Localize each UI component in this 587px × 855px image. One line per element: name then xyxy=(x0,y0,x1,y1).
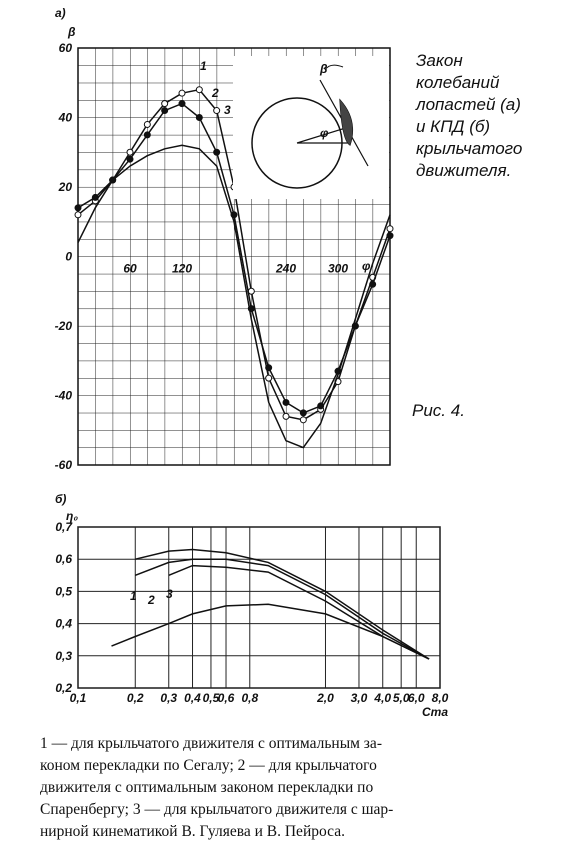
data-point xyxy=(265,364,273,372)
data-point xyxy=(265,374,273,382)
caption-line: коном перекладки по Сегалу; 2 — для крыл… xyxy=(40,757,377,774)
series-label: 3 xyxy=(224,103,231,117)
x-tick-label: 6,0 xyxy=(408,691,425,705)
side-text: лопастей (а) xyxy=(415,95,521,114)
x-label: φ xyxy=(362,259,371,273)
y-label: β xyxy=(67,25,76,39)
caption-line: движителя с оптимальным законом переклад… xyxy=(40,779,373,796)
side-text: колебаний xyxy=(416,73,500,92)
y-tick-label: 0,6 xyxy=(55,552,72,566)
data-point xyxy=(161,100,169,108)
x-tick-label: 2,0 xyxy=(316,691,334,705)
data-point xyxy=(143,120,151,128)
x-tick-label: 5,0 xyxy=(393,691,410,705)
y-tick-label: 0,3 xyxy=(55,649,72,663)
series-line xyxy=(168,564,430,660)
data-point xyxy=(126,148,134,156)
x-tick-label: 0,4 xyxy=(184,691,201,705)
x-tick-label: 300 xyxy=(328,262,348,276)
data-point xyxy=(195,114,203,121)
data-point xyxy=(195,86,203,94)
x-tick-label: 3,0 xyxy=(351,691,368,705)
x-tick-label: 0,2 xyxy=(127,691,144,705)
y-tick-label: 0,4 xyxy=(55,617,72,631)
plot-frame xyxy=(77,526,441,689)
x-tick-label: 0,3 xyxy=(160,691,177,705)
data-point xyxy=(282,398,290,406)
series-line xyxy=(111,603,430,660)
data-point xyxy=(74,204,82,212)
x-tick-label: 8,0 xyxy=(432,691,449,705)
x-tick-label: 0,6 xyxy=(218,691,235,705)
x-label: Cта xyxy=(422,705,448,719)
y-tick-label: 40 xyxy=(58,111,73,125)
y-tick-label: 20 xyxy=(58,180,73,194)
y-tick-label: 60 xyxy=(59,41,73,55)
x-tick-label: 0,5 xyxy=(203,691,220,705)
caption-line: 1 — для крыльчатого движителя с оптималь… xyxy=(40,735,382,752)
y-tick-label: 0,7 xyxy=(55,520,73,534)
y-tick-label: -40 xyxy=(55,389,73,403)
series-label: 1 xyxy=(130,589,137,603)
data-point xyxy=(299,409,307,417)
data-point xyxy=(317,402,325,410)
data-point xyxy=(178,100,186,108)
x-tick-label: 240 xyxy=(275,262,296,276)
data-point xyxy=(213,148,221,156)
figure-label: Рис. 4. xyxy=(412,401,465,420)
data-point xyxy=(178,89,186,97)
side-text: Закон xyxy=(416,51,463,70)
caption-line: Спаренбергу; 3 — для крыльчатого движите… xyxy=(40,801,393,818)
y-tick-label: -20 xyxy=(55,319,73,333)
y-tick-label: 0,2 xyxy=(55,681,72,695)
y-label: η₀ xyxy=(66,509,78,523)
panel-label: а) xyxy=(55,6,66,20)
series-label: 3 xyxy=(166,587,173,601)
y-tick-label: 0 xyxy=(65,250,72,264)
data-point xyxy=(282,412,290,420)
y-tick-label: 0,5 xyxy=(55,584,72,598)
data-point xyxy=(386,225,394,233)
panel-label: б) xyxy=(55,492,66,506)
caption-line: нирной кинематикой В. Гуляева и В. Пейро… xyxy=(40,823,345,840)
inset-phi: φ xyxy=(320,126,329,140)
x-tick-label: 120 xyxy=(172,262,192,276)
inset-beta: β xyxy=(319,62,328,76)
side-text: движителя. xyxy=(416,161,511,180)
series-line xyxy=(135,548,430,660)
series-label: 2 xyxy=(147,593,155,607)
data-point xyxy=(213,107,221,115)
series-line xyxy=(135,558,430,660)
x-tick-label: 0,1 xyxy=(70,691,87,705)
x-tick-label: 0,8 xyxy=(241,691,258,705)
data-point xyxy=(126,155,134,163)
inset: β φ xyxy=(233,56,389,199)
series-label: 1 xyxy=(200,59,207,73)
y-tick-label: -60 xyxy=(55,458,73,472)
data-point xyxy=(74,211,82,219)
side-text: и КПД (б) xyxy=(416,117,490,136)
data-point xyxy=(143,131,151,139)
data-point xyxy=(386,232,394,240)
series-label: 2 xyxy=(211,86,219,100)
x-tick-label: 4,0 xyxy=(373,691,391,705)
x-tick-label: 60 xyxy=(123,262,137,276)
data-point xyxy=(369,280,377,288)
data-point xyxy=(91,193,99,201)
data-point xyxy=(161,107,169,115)
data-point xyxy=(299,416,307,424)
series-line xyxy=(77,144,391,449)
side-text: крыльчатого xyxy=(416,139,522,158)
